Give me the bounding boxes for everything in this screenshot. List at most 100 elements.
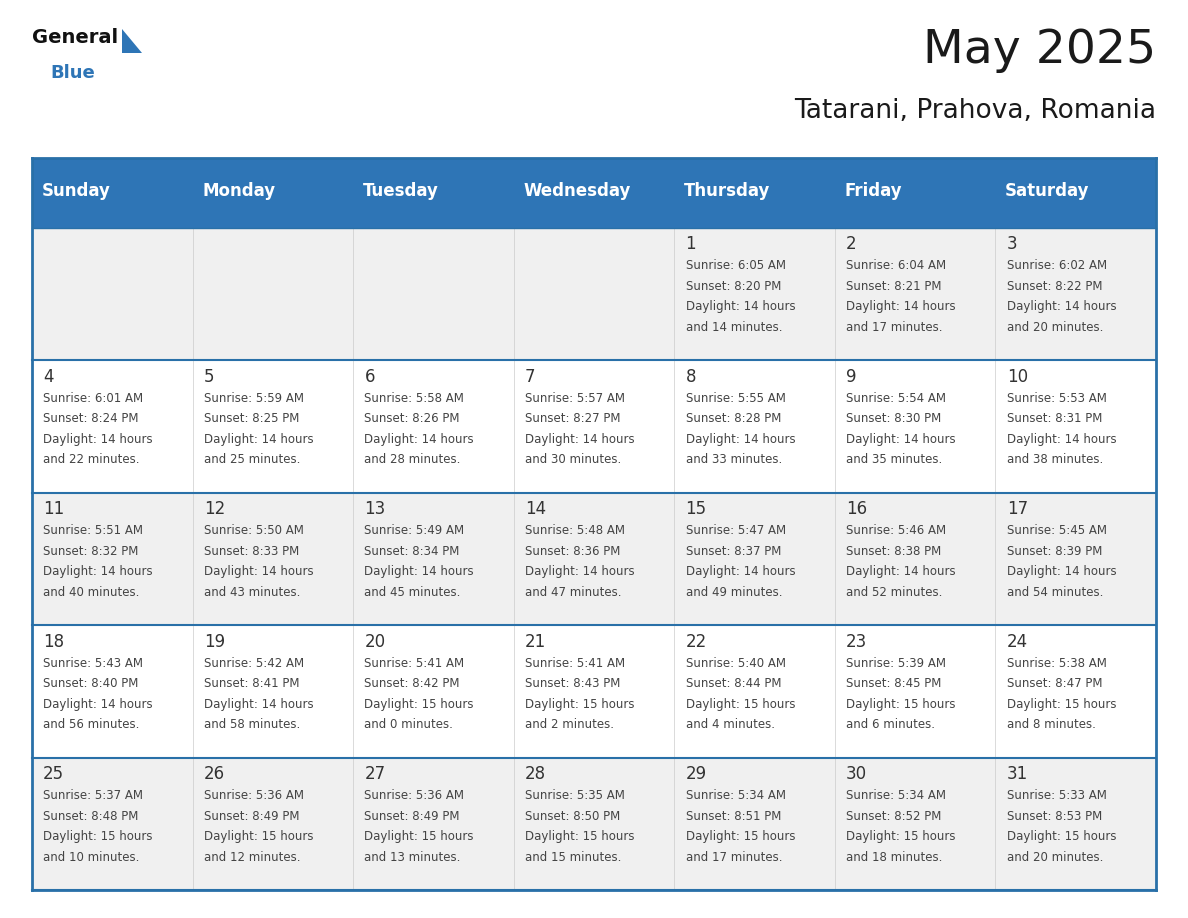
Text: Daylight: 14 hours: Daylight: 14 hours — [685, 565, 795, 578]
Text: and 43 minutes.: and 43 minutes. — [204, 586, 301, 599]
Text: and 38 minutes.: and 38 minutes. — [1006, 453, 1102, 466]
Text: and 15 minutes.: and 15 minutes. — [525, 851, 621, 864]
Bar — [32, 360, 1156, 493]
Text: Sunrise: 5:59 AM: Sunrise: 5:59 AM — [204, 392, 304, 405]
Text: Sunset: 8:44 PM: Sunset: 8:44 PM — [685, 677, 781, 690]
Text: 23: 23 — [846, 633, 867, 651]
Text: Sunset: 8:25 PM: Sunset: 8:25 PM — [204, 412, 299, 425]
Text: Daylight: 14 hours: Daylight: 14 hours — [43, 565, 153, 578]
Text: and 25 minutes.: and 25 minutes. — [204, 453, 301, 466]
Text: 25: 25 — [43, 766, 64, 783]
Text: Daylight: 14 hours: Daylight: 14 hours — [525, 565, 634, 578]
Text: Sunset: 8:28 PM: Sunset: 8:28 PM — [685, 412, 781, 425]
Text: 11: 11 — [43, 500, 64, 519]
Text: Sunrise: 5:41 AM: Sunrise: 5:41 AM — [525, 656, 625, 670]
Text: Sunrise: 5:51 AM: Sunrise: 5:51 AM — [43, 524, 144, 537]
Text: Sunset: 8:51 PM: Sunset: 8:51 PM — [685, 810, 781, 823]
Text: Daylight: 14 hours: Daylight: 14 hours — [846, 565, 955, 578]
Text: Sunset: 8:34 PM: Sunset: 8:34 PM — [365, 545, 460, 558]
Text: Sunset: 8:22 PM: Sunset: 8:22 PM — [1006, 280, 1102, 293]
Text: Sunset: 8:21 PM: Sunset: 8:21 PM — [846, 280, 942, 293]
Text: 21: 21 — [525, 633, 546, 651]
Text: 20: 20 — [365, 633, 386, 651]
Text: Sunset: 8:45 PM: Sunset: 8:45 PM — [846, 677, 941, 690]
Text: Sunset: 8:33 PM: Sunset: 8:33 PM — [204, 545, 299, 558]
Text: Sunrise: 5:36 AM: Sunrise: 5:36 AM — [204, 789, 304, 802]
Bar — [32, 228, 1156, 360]
Text: Sunrise: 5:58 AM: Sunrise: 5:58 AM — [365, 392, 465, 405]
Text: Daylight: 15 hours: Daylight: 15 hours — [1006, 698, 1117, 711]
Text: and 4 minutes.: and 4 minutes. — [685, 719, 775, 732]
Text: 9: 9 — [846, 368, 857, 386]
Text: 19: 19 — [204, 633, 225, 651]
Text: Sunrise: 5:50 AM: Sunrise: 5:50 AM — [204, 524, 304, 537]
Text: May 2025: May 2025 — [923, 28, 1156, 73]
Text: 8: 8 — [685, 368, 696, 386]
Text: Sunrise: 5:54 AM: Sunrise: 5:54 AM — [846, 392, 946, 405]
Text: 18: 18 — [43, 633, 64, 651]
Text: 27: 27 — [365, 766, 386, 783]
Text: 31: 31 — [1006, 766, 1028, 783]
Text: Daylight: 14 hours: Daylight: 14 hours — [43, 433, 153, 446]
Text: 5: 5 — [204, 368, 214, 386]
Text: Daylight: 14 hours: Daylight: 14 hours — [1006, 433, 1117, 446]
Text: Sunrise: 5:55 AM: Sunrise: 5:55 AM — [685, 392, 785, 405]
Text: Sunrise: 5:46 AM: Sunrise: 5:46 AM — [846, 524, 946, 537]
Text: Sunrise: 5:36 AM: Sunrise: 5:36 AM — [365, 789, 465, 802]
Text: 6: 6 — [365, 368, 375, 386]
Text: Sunset: 8:49 PM: Sunset: 8:49 PM — [204, 810, 299, 823]
Text: General: General — [32, 28, 118, 47]
Text: Sunset: 8:42 PM: Sunset: 8:42 PM — [365, 677, 460, 690]
Text: Friday: Friday — [845, 183, 902, 200]
Text: and 20 minutes.: and 20 minutes. — [1006, 851, 1102, 864]
Text: and 35 minutes.: and 35 minutes. — [846, 453, 942, 466]
Text: Sunset: 8:47 PM: Sunset: 8:47 PM — [1006, 677, 1102, 690]
Text: Sunrise: 5:35 AM: Sunrise: 5:35 AM — [525, 789, 625, 802]
Text: Sunset: 8:24 PM: Sunset: 8:24 PM — [43, 412, 139, 425]
Text: Daylight: 14 hours: Daylight: 14 hours — [204, 565, 314, 578]
Text: Sunrise: 5:45 AM: Sunrise: 5:45 AM — [1006, 524, 1107, 537]
Text: Sunrise: 5:42 AM: Sunrise: 5:42 AM — [204, 656, 304, 670]
Text: Daylight: 15 hours: Daylight: 15 hours — [685, 831, 795, 844]
Text: 14: 14 — [525, 500, 546, 519]
Text: Daylight: 14 hours: Daylight: 14 hours — [846, 300, 955, 313]
Text: Daylight: 15 hours: Daylight: 15 hours — [685, 698, 795, 711]
Text: Daylight: 14 hours: Daylight: 14 hours — [1006, 300, 1117, 313]
Text: and 56 minutes.: and 56 minutes. — [43, 719, 140, 732]
Text: 13: 13 — [365, 500, 386, 519]
Polygon shape — [122, 29, 143, 53]
Text: Daylight: 15 hours: Daylight: 15 hours — [365, 698, 474, 711]
Bar — [675, 158, 835, 228]
Text: and 54 minutes.: and 54 minutes. — [1006, 586, 1102, 599]
Text: Daylight: 14 hours: Daylight: 14 hours — [204, 433, 314, 446]
Bar — [32, 757, 1156, 890]
Text: and 14 minutes.: and 14 minutes. — [685, 321, 782, 334]
Text: Tuesday: Tuesday — [362, 183, 438, 200]
Text: Sunrise: 5:34 AM: Sunrise: 5:34 AM — [846, 789, 946, 802]
Text: and 6 minutes.: and 6 minutes. — [846, 719, 935, 732]
Text: Sunset: 8:48 PM: Sunset: 8:48 PM — [43, 810, 139, 823]
Bar — [32, 625, 1156, 757]
Text: Daylight: 15 hours: Daylight: 15 hours — [43, 831, 153, 844]
Text: Sunrise: 6:02 AM: Sunrise: 6:02 AM — [1006, 260, 1107, 273]
Text: Sunset: 8:40 PM: Sunset: 8:40 PM — [43, 677, 139, 690]
Text: Sunrise: 5:34 AM: Sunrise: 5:34 AM — [685, 789, 785, 802]
Text: and 20 minutes.: and 20 minutes. — [1006, 321, 1102, 334]
Text: and 12 minutes.: and 12 minutes. — [204, 851, 301, 864]
Text: Daylight: 15 hours: Daylight: 15 hours — [1006, 831, 1117, 844]
Text: Sunrise: 5:48 AM: Sunrise: 5:48 AM — [525, 524, 625, 537]
Text: Blue: Blue — [50, 64, 95, 82]
Text: and 22 minutes.: and 22 minutes. — [43, 453, 140, 466]
Text: Wednesday: Wednesday — [524, 183, 631, 200]
Bar — [32, 493, 1156, 625]
Text: and 45 minutes.: and 45 minutes. — [365, 586, 461, 599]
Text: 12: 12 — [204, 500, 225, 519]
Text: 4: 4 — [43, 368, 53, 386]
Text: Sunset: 8:27 PM: Sunset: 8:27 PM — [525, 412, 620, 425]
Text: Daylight: 14 hours: Daylight: 14 hours — [204, 698, 314, 711]
Text: 3: 3 — [1006, 236, 1017, 253]
Bar — [192, 158, 353, 228]
Text: Daylight: 15 hours: Daylight: 15 hours — [525, 831, 634, 844]
Text: and 47 minutes.: and 47 minutes. — [525, 586, 621, 599]
Text: and 58 minutes.: and 58 minutes. — [204, 719, 301, 732]
